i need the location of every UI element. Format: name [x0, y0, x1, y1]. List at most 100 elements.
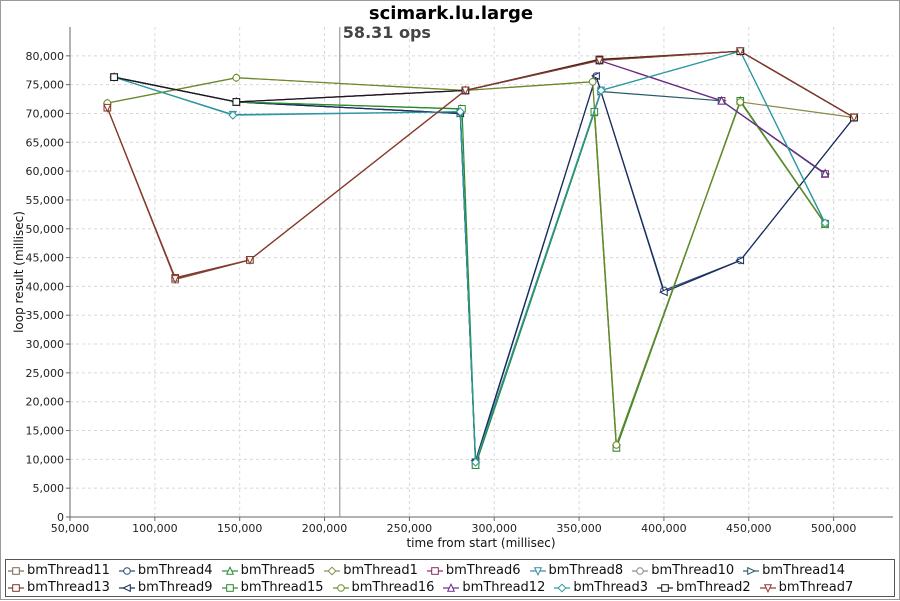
y-axis-label: loop result (millisec): [12, 211, 26, 333]
y-tick-label: 25,000: [26, 367, 65, 380]
legend-swatch-icon: [743, 566, 760, 575]
data-point-bmThread7: [461, 86, 470, 96]
legend-swatch-icon: [118, 583, 135, 592]
data-point-bmThread7: [595, 56, 604, 66]
legend-marker-icon: [636, 566, 645, 575]
x-tick-label: 250,000: [387, 522, 433, 535]
legend-swatch-icon: [221, 583, 238, 592]
data-point-bmThread7: [103, 103, 112, 113]
data-point-bmThread2: [110, 73, 118, 81]
legend-swatch-icon: [657, 583, 673, 592]
data-point-bmThread7: [736, 47, 745, 57]
legend-item-bmThread10: bmThread10: [632, 562, 734, 579]
data-point-bmThread12: [821, 168, 830, 178]
legend-marker-icon: [123, 566, 131, 575]
legend-swatch-icon: [8, 583, 24, 592]
legend-label: bmThread7: [778, 580, 854, 595]
series-line-bmThread9: [114, 73, 855, 461]
data-point-bmThread3: [820, 218, 830, 228]
y-tick-label: 55,000: [26, 194, 65, 207]
legend-item-bmThread3: bmThread3: [554, 579, 648, 596]
data-point-bmThread12: [717, 95, 726, 105]
legend-swatch-icon: [332, 583, 349, 592]
legend-item-bmThread14: bmThread14: [743, 562, 845, 579]
legend-label: bmThread11: [27, 563, 110, 578]
legend-item-bmThread9: bmThread9: [118, 579, 213, 596]
y-tick-label: 75,000: [26, 79, 65, 92]
legend-marker-icon: [763, 583, 772, 593]
legend-label: bmThread13: [27, 580, 110, 595]
legend-item-bmThread16: bmThread16: [332, 579, 435, 596]
legend-item-bmThread6: bmThread6: [426, 562, 521, 579]
legend-swatch-icon: [632, 566, 649, 575]
data-point-bmThread9: [735, 256, 745, 265]
legend-label: bmThread6: [445, 563, 521, 578]
legend-item-bmThread7: bmThread7: [759, 579, 854, 596]
legend-marker-icon: [225, 565, 234, 575]
data-point-bmThread3: [455, 107, 465, 117]
legend-label: bmThread5: [240, 563, 316, 578]
y-tick-label: 40,000: [26, 280, 65, 293]
legend-item-bmThread13: bmThread13: [8, 579, 110, 596]
legend-label: bmThread16: [351, 580, 435, 595]
y-tick-label: 20,000: [26, 396, 65, 409]
legend-swatch-icon: [8, 566, 24, 575]
y-tick-label: 5,000: [33, 482, 65, 495]
data-point-bmThread16: [736, 98, 745, 106]
y-tick-label: 0: [57, 511, 64, 524]
plot-area: 50,000 100,000 150,000 200,000 250,000 300,00…: [26, 23, 893, 535]
y-tick-label: 60,000: [26, 165, 65, 178]
legend: bmThread11 bmThread4 bmThread5 bmThread1 bmT…: [5, 559, 895, 597]
legend-item-bmThread11: bmThread11: [8, 562, 110, 579]
legend-marker-icon: [12, 566, 20, 575]
legend-marker-icon: [557, 582, 567, 593]
y-tick-label: 70,000: [26, 107, 65, 120]
legend-label: bmThread12: [462, 580, 546, 595]
data-point-bmThread9: [658, 288, 668, 297]
annotation-label: 58.31 ops: [343, 23, 431, 42]
legend-item-bmThread15: bmThread15: [221, 579, 324, 596]
plot-background: [70, 27, 893, 517]
data-point-bmThread2: [232, 98, 241, 106]
legend-swatch-icon: [118, 566, 135, 575]
y-tick-label: 30,000: [26, 338, 65, 351]
data-point-bmThread3: [596, 85, 606, 95]
chart-title: scimark.lu.large: [369, 3, 533, 24]
data-point-bmThread16: [232, 73, 241, 82]
y-tick-label: 50,000: [26, 223, 65, 236]
y-tick-label: 45,000: [26, 252, 65, 265]
y-tick-label: 10,000: [26, 453, 65, 466]
x-tick-label: 150,000: [217, 522, 263, 535]
y-tick-label: 15,000: [26, 425, 65, 438]
x-tick-label: 400,000: [641, 522, 687, 535]
legend-item-bmThread12: bmThread12: [443, 579, 545, 596]
legend-item-bmThread5: bmThread5: [221, 562, 316, 579]
legend-label: bmThread9: [137, 580, 213, 595]
legend-label: bmThread2: [676, 580, 751, 595]
legend-swatch-icon: [554, 582, 571, 593]
legend-item-bmThread2: bmThread2: [657, 579, 751, 596]
x-tick-label: 500,000: [811, 522, 857, 535]
data-point-bmThread3: [228, 110, 238, 120]
legend-marker-icon: [12, 583, 20, 592]
legend-label: bmThread4: [137, 563, 213, 578]
legend-label: bmThread8: [548, 563, 624, 578]
x-axis-label: time from start (millisec): [406, 536, 555, 550]
legend-marker-icon: [225, 583, 234, 592]
data-point-bmThread7: [171, 275, 180, 284]
data-point-bmThread16: [588, 77, 597, 86]
y-tick-label: 35,000: [26, 309, 65, 322]
legend-label: bmThread1: [343, 563, 418, 578]
data-point-bmThread7: [849, 113, 859, 123]
legend-marker-icon: [661, 583, 669, 592]
data-point-bmThread9: [591, 71, 600, 81]
y-tick-label: 80,000: [26, 50, 65, 63]
y-tick-label: 65,000: [26, 136, 65, 149]
legend-swatch-icon: [443, 582, 460, 592]
legend-label: bmThread3: [573, 580, 648, 595]
series-bmThread7: [103, 47, 859, 284]
legend-marker-icon: [327, 565, 337, 576]
data-point-bmThread7: [245, 256, 254, 265]
legend-swatch-icon: [221, 565, 238, 575]
